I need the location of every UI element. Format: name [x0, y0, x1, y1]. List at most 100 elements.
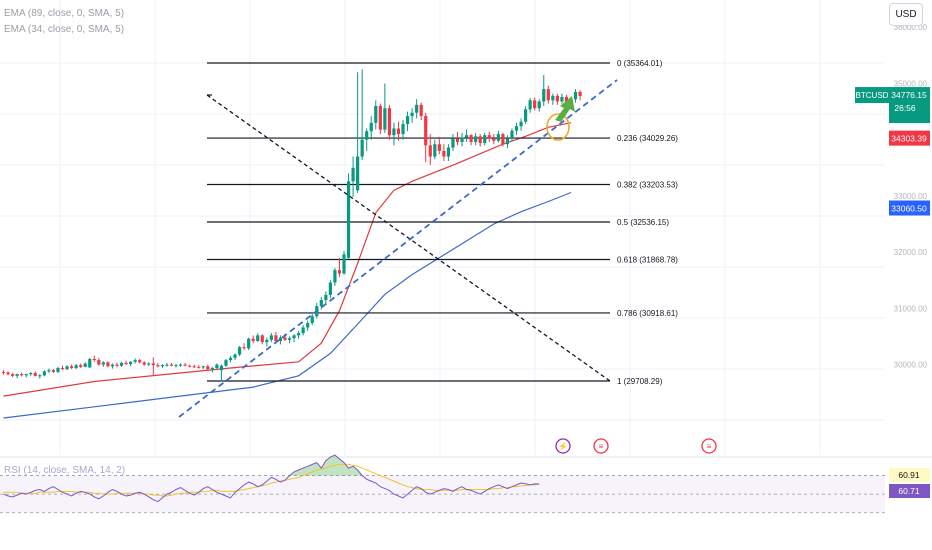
candle-body	[396, 128, 401, 135]
candle-body	[224, 360, 228, 366]
candle-body	[219, 365, 224, 371]
candle-body	[88, 358, 92, 368]
symbol-badge	[855, 87, 889, 104]
candle-body	[1, 371, 6, 373]
candle-body	[201, 366, 205, 368]
candle-body	[319, 299, 323, 307]
candle	[415, 99, 419, 119]
candle-body	[165, 364, 169, 366]
candle-body	[324, 294, 328, 300]
candle-body	[142, 362, 146, 365]
price-axis: 36000.0035000.0034000.0033000.0032000.00…	[855, 23, 930, 370]
ema-34-legend[interactable]: EMA (34, close, 0, SMA, 5)	[4, 24, 125, 35]
candle	[433, 139, 437, 160]
last-price-badge	[889, 87, 930, 124]
candle	[546, 85, 550, 104]
candle-body	[410, 112, 414, 117]
candle	[555, 93, 559, 105]
candle-body	[292, 335, 296, 339]
candle-body	[20, 374, 24, 376]
candle-body	[383, 108, 387, 130]
flag-icon	[593, 438, 609, 454]
candle	[138, 358, 142, 364]
candle-body	[247, 338, 251, 349]
candle	[496, 130, 500, 143]
candle-body	[79, 365, 83, 367]
candle-body	[283, 337, 287, 340]
candle	[51, 369, 56, 374]
candle-body	[451, 138, 455, 148]
candle-body	[192, 366, 196, 368]
candle	[74, 364, 78, 370]
candle	[129, 361, 133, 367]
highlight-circle	[546, 113, 570, 141]
candle-body	[29, 373, 33, 375]
ema-89-line	[3, 191, 572, 419]
candle-body	[351, 167, 355, 182]
candle	[310, 313, 314, 326]
event-glyph: ≡	[707, 442, 712, 451]
countdown-label: 26:56	[894, 103, 916, 113]
candle	[142, 361, 146, 366]
candle-body	[510, 130, 514, 139]
candle	[378, 103, 382, 135]
candle-body	[210, 367, 214, 370]
candle-body	[519, 121, 523, 127]
candle	[165, 362, 169, 367]
candle-body	[265, 339, 269, 343]
candle-body	[496, 134, 500, 141]
rsi-legend[interactable]: RSI (14, close, SMA, 14, 2)	[4, 465, 126, 476]
currency-button[interactable]: USD	[889, 3, 923, 26]
fib-label-1: 1 (29708.29)	[617, 377, 663, 386]
candle	[474, 132, 478, 146]
candle	[237, 346, 242, 357]
candle	[297, 330, 301, 339]
flag-icon	[701, 438, 717, 454]
candle	[210, 366, 214, 373]
candle-body	[505, 138, 510, 145]
candle-body	[524, 109, 528, 122]
candle-body	[242, 347, 246, 349]
candle	[65, 365, 69, 371]
candle	[88, 357, 92, 368]
up-arrow-icon	[555, 96, 575, 122]
candle-body	[560, 96, 564, 102]
candle	[328, 280, 332, 299]
candle-body	[33, 373, 37, 376]
candle	[410, 108, 414, 123]
ema-89-legend[interactable]: EMA (89, close, 0, SMA, 5)	[4, 8, 125, 19]
candle-body	[478, 136, 482, 144]
candle	[519, 118, 523, 131]
candle	[542, 75, 546, 106]
candle	[301, 325, 305, 336]
candle	[15, 373, 19, 379]
candle	[560, 93, 564, 104]
candle	[60, 365, 65, 371]
price-badge	[889, 130, 930, 146]
candle	[183, 362, 187, 367]
candle	[201, 365, 205, 370]
candle-body	[251, 338, 255, 341]
rsi-pane: 60.91 60.71	[0, 454, 932, 514]
candle	[387, 104, 391, 140]
candle-body	[573, 91, 578, 100]
fib-label-0: 0 (35364.01)	[617, 59, 663, 68]
event-markers: ⚡ ≡ ≡	[555, 438, 717, 454]
fib-label-0.786: 0.786 (30918.61)	[617, 309, 678, 318]
candle-body	[74, 365, 78, 368]
candle-body	[433, 144, 437, 157]
candle	[92, 355, 96, 362]
candle	[192, 364, 196, 368]
candle-body	[70, 366, 74, 368]
rsi-badge	[889, 468, 930, 482]
candle-body	[133, 360, 137, 362]
candle	[351, 156, 355, 198]
candle-body	[183, 364, 187, 366]
candle-body	[464, 135, 469, 138]
event-glyph: ≡	[599, 442, 604, 451]
candle-body	[374, 105, 378, 123]
candle-body	[228, 357, 233, 361]
candle	[83, 362, 87, 368]
candle	[483, 132, 487, 146]
